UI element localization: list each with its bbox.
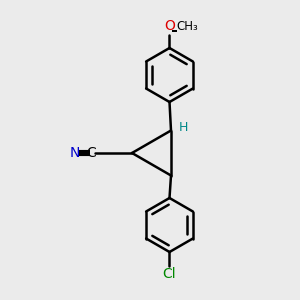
Text: Cl: Cl — [163, 267, 176, 281]
Text: C: C — [87, 146, 96, 160]
Text: H: H — [178, 121, 188, 134]
Text: O: O — [164, 19, 175, 33]
Text: CH₃: CH₃ — [176, 20, 198, 33]
Text: N: N — [70, 146, 80, 160]
